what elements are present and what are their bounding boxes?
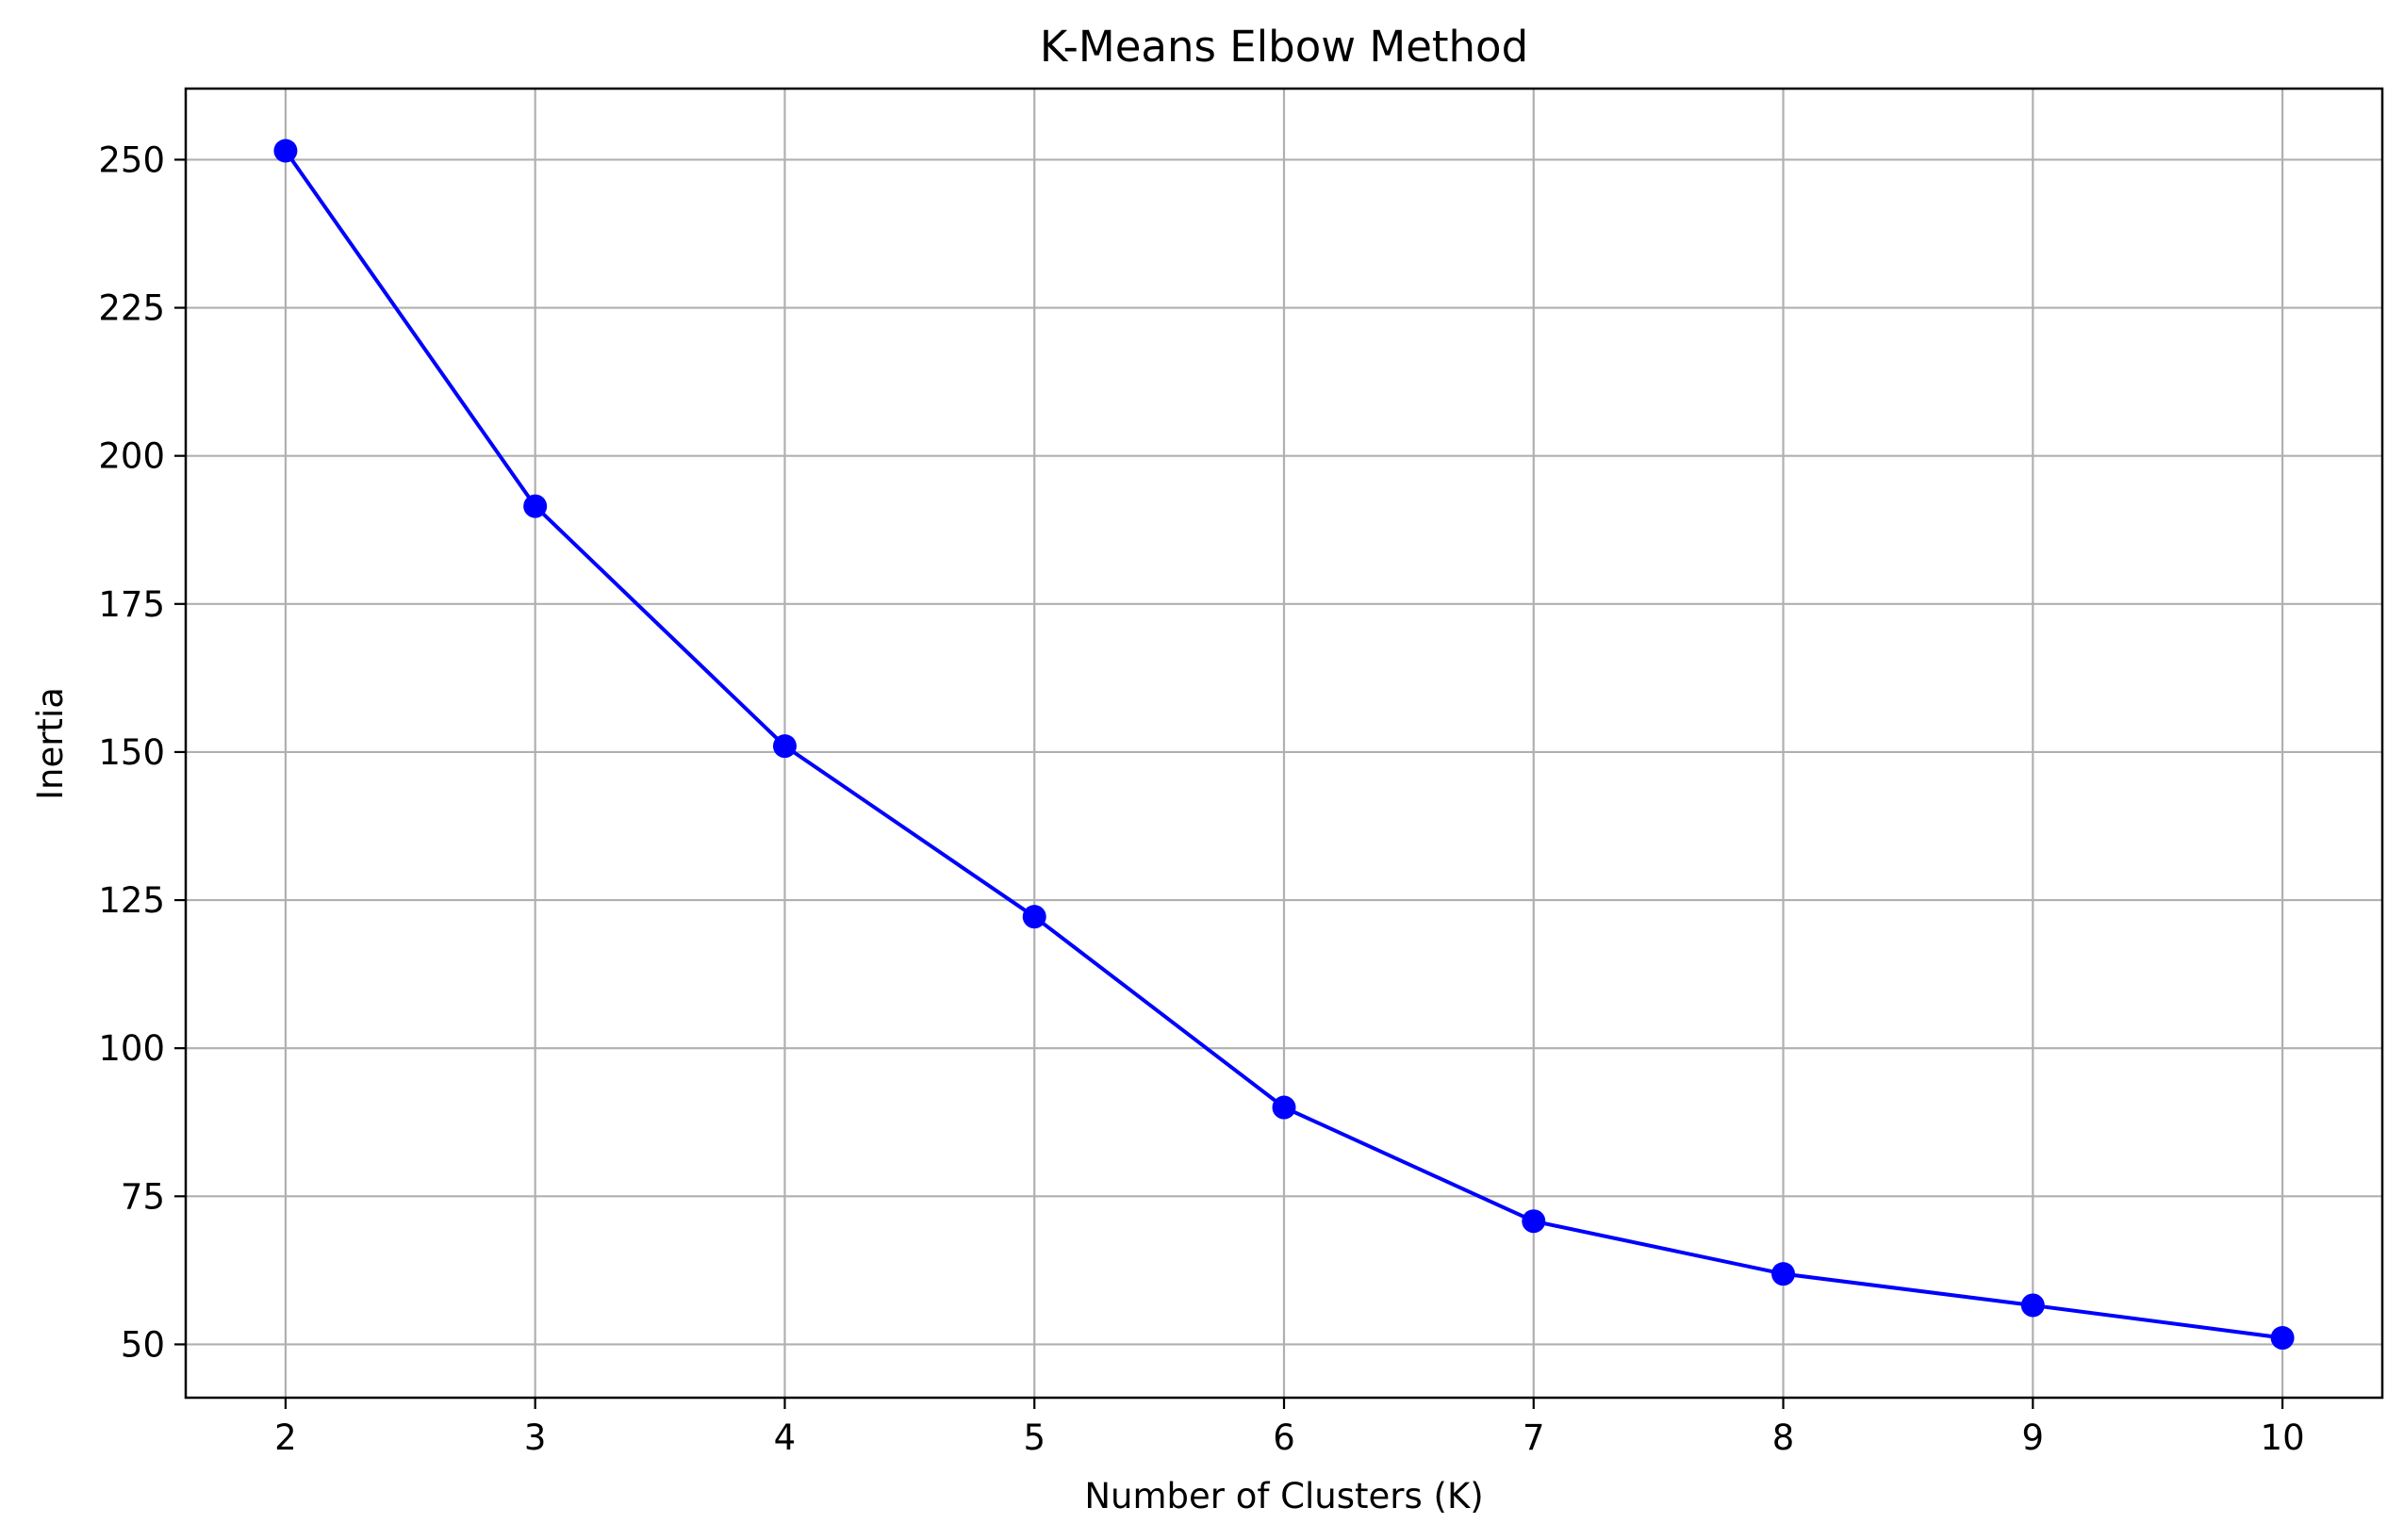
data-point-k3 bbox=[523, 494, 548, 518]
x-tick-label: 3 bbox=[524, 1417, 547, 1458]
x-tick-label: 9 bbox=[2022, 1417, 2045, 1458]
y-tick-label: 75 bbox=[121, 1176, 165, 1217]
data-point-k7 bbox=[1522, 1209, 1546, 1234]
chart-title: K-Means Elbow Method bbox=[1040, 22, 1528, 72]
y-tick-label: 100 bbox=[98, 1028, 165, 1069]
x-tick-label: 4 bbox=[774, 1417, 797, 1458]
data-point-k4 bbox=[772, 734, 797, 759]
y-tick-label: 125 bbox=[98, 880, 165, 921]
y-tick-label: 225 bbox=[98, 288, 165, 329]
y-tick-label: 150 bbox=[98, 732, 165, 773]
x-tick-label: 2 bbox=[274, 1417, 297, 1458]
grid-lines bbox=[186, 89, 2382, 1398]
data-point-k5 bbox=[1022, 905, 1046, 929]
y-tick-label: 250 bbox=[98, 139, 165, 180]
x-tick-label: 5 bbox=[1023, 1417, 1046, 1458]
x-tick-label: 7 bbox=[1523, 1417, 1545, 1458]
x-tick-label: 6 bbox=[1273, 1417, 1295, 1458]
data-point-k9 bbox=[2020, 1293, 2045, 1318]
data-point-k8 bbox=[1771, 1262, 1796, 1286]
axis-ticks: 2 3 4 5 6 7 8 9 10 50 75 100 125 150 175 200 225 250 bbox=[98, 139, 2304, 1458]
x-axis-label: Number of Clusters (K) bbox=[1084, 1476, 1483, 1516]
data-point-k2 bbox=[273, 139, 298, 163]
y-tick-label: 200 bbox=[98, 436, 165, 477]
data-point-k6 bbox=[1272, 1095, 1296, 1120]
y-tick-label: 50 bbox=[121, 1324, 165, 1365]
y-tick-label: 175 bbox=[98, 584, 165, 625]
x-tick-label: 10 bbox=[2261, 1417, 2305, 1458]
series-elbow-line bbox=[273, 139, 2295, 1351]
x-tick-label: 8 bbox=[1772, 1417, 1795, 1458]
data-point-k10 bbox=[2270, 1326, 2295, 1351]
y-axis-label: Inertia bbox=[30, 687, 71, 800]
